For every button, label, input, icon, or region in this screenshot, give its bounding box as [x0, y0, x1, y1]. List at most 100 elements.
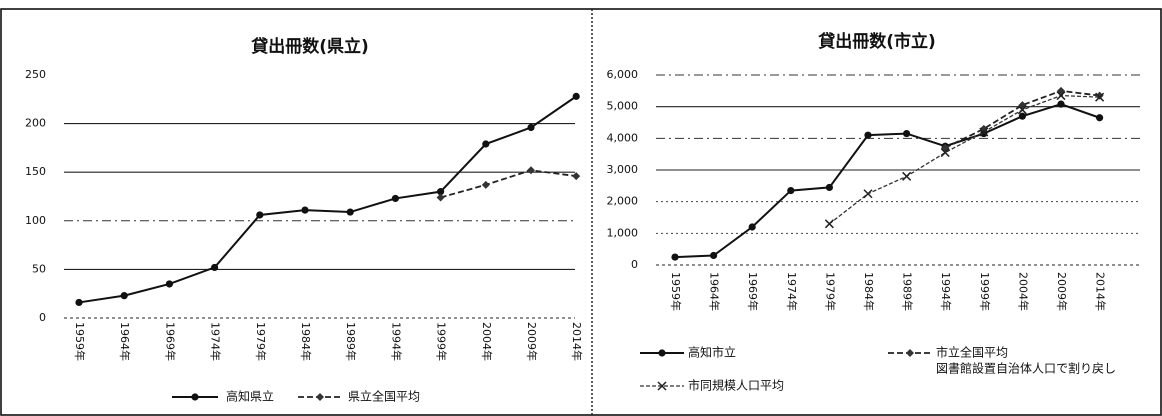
data-point: [120, 292, 128, 300]
x-tick-label: 1964年: [708, 272, 722, 311]
data-point: [710, 251, 718, 260]
data-point: [482, 140, 490, 148]
x-tick-labels: 1959年 1964年 1969年 1974年 1979年 1984年 1989年 1994年…: [73, 322, 584, 361]
x-tick-label: 2014年: [1094, 272, 1108, 311]
x-tick-label: 2004年: [1016, 272, 1030, 311]
x-tick-label: 2004年: [480, 322, 494, 361]
y-tick-label: 100: [25, 214, 46, 227]
x-tick-label: 1989年: [344, 322, 358, 361]
figure-frame: [0, 8, 1162, 416]
x-tick-label: 1959年: [73, 322, 87, 361]
legend-swatch-marker: [316, 393, 324, 401]
data-point: [748, 223, 756, 231]
y-tick-label: 200: [25, 117, 46, 130]
y-tick-labels: 0 1,000 2,000 3,000 4,000 5,000 6,000: [607, 68, 639, 271]
data-point: [437, 188, 445, 196]
x-tick-label: 1984年: [862, 272, 876, 311]
legend: 高知県立 県立全国平均: [172, 389, 420, 404]
x-tick-label: 1959年: [669, 272, 683, 311]
data-point: [1096, 114, 1104, 122]
legend-entry: 高知市立: [640, 345, 736, 360]
x-tick-label: 1964年: [118, 322, 132, 361]
data-point: [902, 171, 912, 181]
series-line: [440, 169, 577, 199]
legend-swatch-marker: [658, 349, 666, 357]
x-tick-label: 1989年: [901, 272, 915, 311]
y-tick-label: 0: [631, 258, 638, 271]
x-tick-label: 1974年: [785, 272, 799, 311]
data-point: [256, 211, 264, 219]
data-point: [903, 129, 911, 138]
data-point: [1017, 105, 1027, 115]
series-lines: [75, 92, 581, 307]
legend-label: 高知市立: [688, 345, 736, 360]
x-tick-label: 1979年: [823, 272, 837, 311]
x-tick-label: 2009年: [525, 322, 539, 361]
legend-entry: 市同規模人口平均: [640, 378, 784, 393]
x-tick-label: 1969年: [746, 272, 760, 311]
data-point: [572, 92, 580, 100]
legend-label: 市同規模人口平均: [688, 378, 784, 393]
data-point: [165, 280, 173, 288]
data-point: [825, 183, 834, 192]
y-tick-labels: 0 50 100 150 200 250: [25, 68, 46, 324]
data-point: [940, 148, 950, 158]
y-tick-label: 6,000: [607, 68, 639, 81]
x-tick-labels: 1959年 1964年 1969年 1974年 1979年 1984年 1989年 1994年…: [669, 272, 1108, 311]
legend-swatch-marker: [191, 393, 199, 401]
y-tick-label: 5,000: [607, 100, 639, 113]
legend-label: 市立全国平均: [936, 345, 1008, 360]
series-1: [436, 166, 581, 202]
data-point: [864, 131, 872, 139]
y-tick-label: 0: [39, 311, 46, 324]
data-point: [979, 127, 989, 137]
data-point: [436, 193, 445, 202]
x-tick-label: 1999年: [978, 272, 992, 311]
legend-swatch-marker: [906, 349, 914, 357]
data-point: [1057, 100, 1065, 108]
y-tick-label: 1,000: [607, 226, 639, 239]
data-point: [824, 219, 834, 229]
legend-swatch-marker: [657, 381, 667, 391]
legend-entry: 高知県立: [172, 389, 274, 404]
legend-label: 県立全国平均: [348, 389, 420, 404]
data-point: [527, 166, 535, 175]
y-tick-label: 150: [25, 165, 46, 178]
legend-note: 図書館設置自治体人口で割り戻し: [936, 361, 1116, 376]
data-point: [1018, 112, 1026, 120]
series-2: [824, 91, 1105, 229]
series-line: [829, 94, 1100, 225]
data-point: [481, 180, 490, 189]
x-tick-label: 1979年: [254, 322, 268, 361]
series-line: [944, 89, 1100, 149]
series-line: [674, 103, 1100, 259]
gridlines: [64, 123, 575, 319]
data-point: [346, 208, 354, 216]
chart-prefectural: 貸出冊数(県立) 0 50 100 150 200 250 1959年 1964年 1969年…: [25, 36, 584, 404]
data-point: [75, 298, 83, 307]
series-0: [671, 100, 1104, 261]
y-tick-label: 2,000: [607, 195, 639, 208]
series-line: [78, 95, 577, 304]
x-tick-label: 1974年: [209, 322, 223, 361]
y-tick-label: 50: [32, 262, 46, 275]
series-lines: [671, 86, 1105, 261]
data-point: [1056, 91, 1066, 101]
x-tick-label: 1994年: [939, 272, 953, 311]
data-point: [671, 253, 679, 261]
x-tick-label: 1984年: [299, 322, 313, 361]
legend-label: 高知県立: [226, 389, 274, 404]
data-point: [980, 129, 988, 138]
chart-title: 貸出冊数(県立): [250, 36, 369, 57]
data-point: [787, 186, 795, 195]
x-tick-label: 1999年: [435, 322, 449, 361]
series-0: [75, 92, 580, 307]
legend-entry: 県立全国平均: [298, 389, 420, 404]
data-point: [211, 263, 219, 272]
data-point: [1095, 92, 1105, 102]
y-tick-label: 250: [25, 68, 46, 81]
x-tick-label: 1994年: [389, 322, 403, 361]
chart-municipal: 貸出冊数(市立) 0 1,000 2,000 3,000 4,000 5,000 6,000…: [607, 31, 1140, 393]
